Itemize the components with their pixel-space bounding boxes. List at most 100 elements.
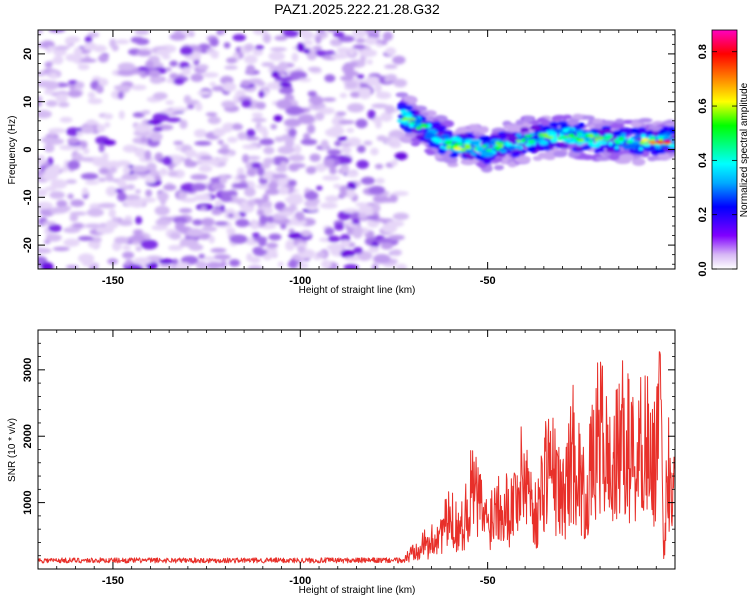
- noise-blob: [345, 188, 356, 199]
- noise-blob: [277, 261, 284, 268]
- noise-blob: [103, 113, 114, 120]
- noise-blob: [358, 90, 371, 100]
- noise-blob: [382, 31, 393, 41]
- noise-blob: [247, 199, 256, 207]
- noise-blob: [370, 147, 379, 156]
- noise-blob: [79, 157, 94, 162]
- noise-blob: [115, 188, 124, 193]
- signal-blob: [496, 141, 505, 145]
- noise-blob: [188, 31, 195, 38]
- signal-blob: [544, 156, 556, 161]
- signal-blob: [638, 118, 653, 123]
- signal-hotspot: [419, 123, 428, 128]
- noise-blob: [59, 144, 76, 151]
- noise-blob: [95, 85, 104, 94]
- spectrogram-signal: [395, 92, 675, 173]
- signal-blob: [642, 142, 650, 145]
- noise-blob: [190, 174, 208, 181]
- noise-blob: [273, 114, 283, 122]
- noise-blob: [324, 176, 338, 181]
- noise-blob: [338, 120, 355, 125]
- noise-blob: [274, 35, 288, 41]
- noise-blob: [86, 208, 104, 217]
- signal-blob: [551, 115, 563, 122]
- noise-blob: [175, 262, 191, 269]
- noise-blob: [144, 150, 152, 161]
- noise-blob: [268, 181, 279, 190]
- noise-blob: [343, 264, 359, 269]
- signal-blob: [477, 149, 486, 154]
- noise-blob: [73, 47, 82, 57]
- noise-blob: [111, 44, 119, 52]
- signal-blob: [514, 146, 521, 150]
- signal-blob: [627, 143, 638, 147]
- signal-blob: [453, 142, 460, 147]
- noise-blob: [278, 86, 294, 95]
- signal-blob: [594, 148, 605, 153]
- noise-blob: [375, 91, 392, 100]
- noise-blob: [133, 257, 151, 264]
- noise-blob: [84, 35, 93, 43]
- noise-blob: [129, 234, 146, 245]
- noise-blob: [313, 50, 327, 57]
- noise-blob: [324, 195, 340, 203]
- snr-x-axis-label: Height of straight line (km): [299, 585, 416, 596]
- noise-blob: [330, 53, 349, 60]
- noise-blob: [381, 223, 398, 234]
- noise-blob: [245, 64, 256, 74]
- noise-blob: [197, 64, 209, 71]
- noise-blob: [140, 197, 157, 203]
- noise-blob: [105, 186, 118, 197]
- signal-blob: [503, 124, 514, 130]
- noise-blob: [41, 221, 57, 226]
- noise-blob: [191, 183, 207, 192]
- noise-blob: [359, 49, 378, 58]
- noise-blob: [70, 199, 85, 207]
- signal-blob: [620, 132, 627, 137]
- noise-blob: [348, 46, 355, 56]
- noise-blob: [288, 154, 305, 162]
- noise-blob: [44, 61, 53, 68]
- signal-blob: [498, 134, 507, 140]
- noise-blob: [255, 45, 265, 50]
- signal-blob: [415, 118, 424, 124]
- signal-hotspot: [656, 140, 665, 145]
- signal-blob: [644, 147, 656, 152]
- signal-blob: [620, 127, 632, 134]
- noise-blob: [300, 30, 314, 40]
- noise-blob: [256, 166, 265, 177]
- signal-blob: [435, 125, 447, 131]
- noise-blob: [169, 72, 179, 79]
- noise-blob: [64, 37, 73, 45]
- noise-blob: [236, 167, 245, 177]
- noise-blob: [315, 251, 327, 258]
- noise-blob: [52, 55, 64, 65]
- noise-blob: [269, 47, 288, 52]
- noise-blob: [339, 75, 354, 81]
- signal-blob: [561, 135, 569, 139]
- signal-blob: [636, 126, 647, 133]
- noise-blob: [114, 39, 130, 45]
- signal-blob: [440, 134, 451, 139]
- noise-blob: [288, 258, 297, 269]
- noise-blob: [339, 190, 348, 198]
- signal-blob: [449, 153, 459, 158]
- noise-blob: [83, 147, 90, 155]
- noise-blob: [368, 246, 379, 253]
- noise-blob: [52, 246, 70, 252]
- noise-blob: [200, 205, 207, 211]
- noise-blob: [390, 249, 402, 256]
- signal-blob: [401, 105, 414, 111]
- noise-blob: [194, 140, 212, 146]
- signal-blob: [631, 157, 646, 166]
- noise-blob: [107, 258, 119, 265]
- noise-blob: [181, 67, 191, 76]
- noise-blob: [237, 174, 247, 180]
- noise-blob: [98, 54, 109, 63]
- noise-blob: [56, 208, 69, 213]
- colorbar-tick-label: 0.0: [697, 261, 709, 276]
- noise-blob: [179, 61, 190, 69]
- noise-blob: [366, 59, 373, 65]
- noise-blob: [163, 184, 177, 191]
- noise-blob: [192, 219, 204, 226]
